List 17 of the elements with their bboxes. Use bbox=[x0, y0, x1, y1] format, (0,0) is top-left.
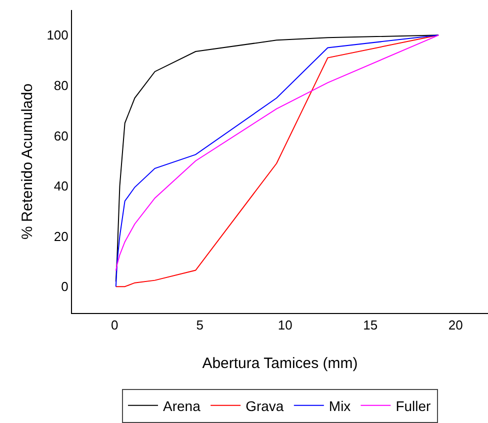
legend-label: Grava bbox=[246, 398, 284, 414]
x-axis-title: Abertura Tamices (mm) bbox=[202, 355, 358, 372]
x-tick-label: 20 bbox=[448, 318, 463, 333]
legend-label: Mix bbox=[328, 398, 351, 414]
y-tick-label: 20 bbox=[54, 228, 68, 244]
y-tick-label: 40 bbox=[54, 178, 68, 194]
x-tick-label: 10 bbox=[278, 318, 292, 333]
legend-label: Fuller bbox=[396, 398, 432, 414]
x-tick-label: 15 bbox=[363, 318, 378, 333]
legend-label: Arena bbox=[163, 398, 201, 414]
y-tick-label: 60 bbox=[54, 128, 68, 144]
y-tick-label: 0 bbox=[61, 279, 68, 294]
x-tick-label: 5 bbox=[196, 318, 204, 333]
y-tick-label: 100 bbox=[46, 28, 68, 43]
y-tick-label: 80 bbox=[54, 78, 68, 93]
x-tick-label: 0 bbox=[111, 318, 118, 333]
y-axis-title: % Retenido Acumulado bbox=[19, 84, 36, 240]
